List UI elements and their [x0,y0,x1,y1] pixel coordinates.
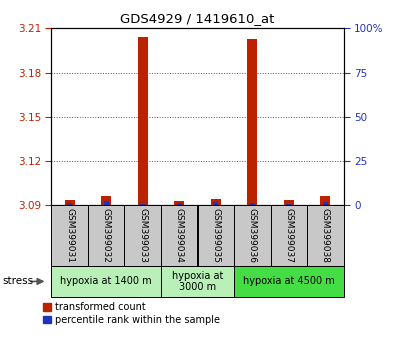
Bar [103,201,109,205]
Bar [64,200,75,205]
Bar [161,205,198,266]
Text: GSM399038: GSM399038 [321,208,330,263]
Legend: transformed count, percentile rank within the sample: transformed count, percentile rank withi… [43,302,220,325]
Text: GSM399032: GSM399032 [102,208,111,263]
Text: GSM399035: GSM399035 [211,208,220,263]
Bar [247,39,258,205]
Bar [88,205,124,266]
Bar [250,203,255,205]
Bar [307,205,344,266]
Bar [213,202,218,205]
Bar [198,205,234,266]
Text: GSM399034: GSM399034 [175,208,184,263]
Bar [234,266,344,297]
Bar [174,201,184,205]
Text: GSM399036: GSM399036 [248,208,257,263]
Bar [51,205,88,266]
Bar [67,202,72,205]
Bar [51,266,161,297]
Bar [177,203,182,205]
Bar [323,202,328,205]
Bar [286,204,292,205]
Bar [137,37,148,205]
Text: GSM399031: GSM399031 [65,208,74,263]
Text: stress: stress [2,276,33,286]
Bar [234,205,271,266]
Bar [320,196,331,205]
Text: GSM399037: GSM399037 [284,208,293,263]
Bar [161,266,234,297]
Bar [271,205,307,266]
Bar [140,204,145,205]
Text: GDS4929 / 1419610_at: GDS4929 / 1419610_at [120,12,275,25]
Bar [284,200,294,205]
Text: hypoxia at
3000 m: hypoxia at 3000 m [172,270,223,292]
Text: hypoxia at 1400 m: hypoxia at 1400 m [60,276,152,286]
Text: GSM399033: GSM399033 [138,208,147,263]
Bar [211,199,221,205]
Text: hypoxia at 4500 m: hypoxia at 4500 m [243,276,335,286]
Bar [124,205,161,266]
Bar [101,196,111,205]
